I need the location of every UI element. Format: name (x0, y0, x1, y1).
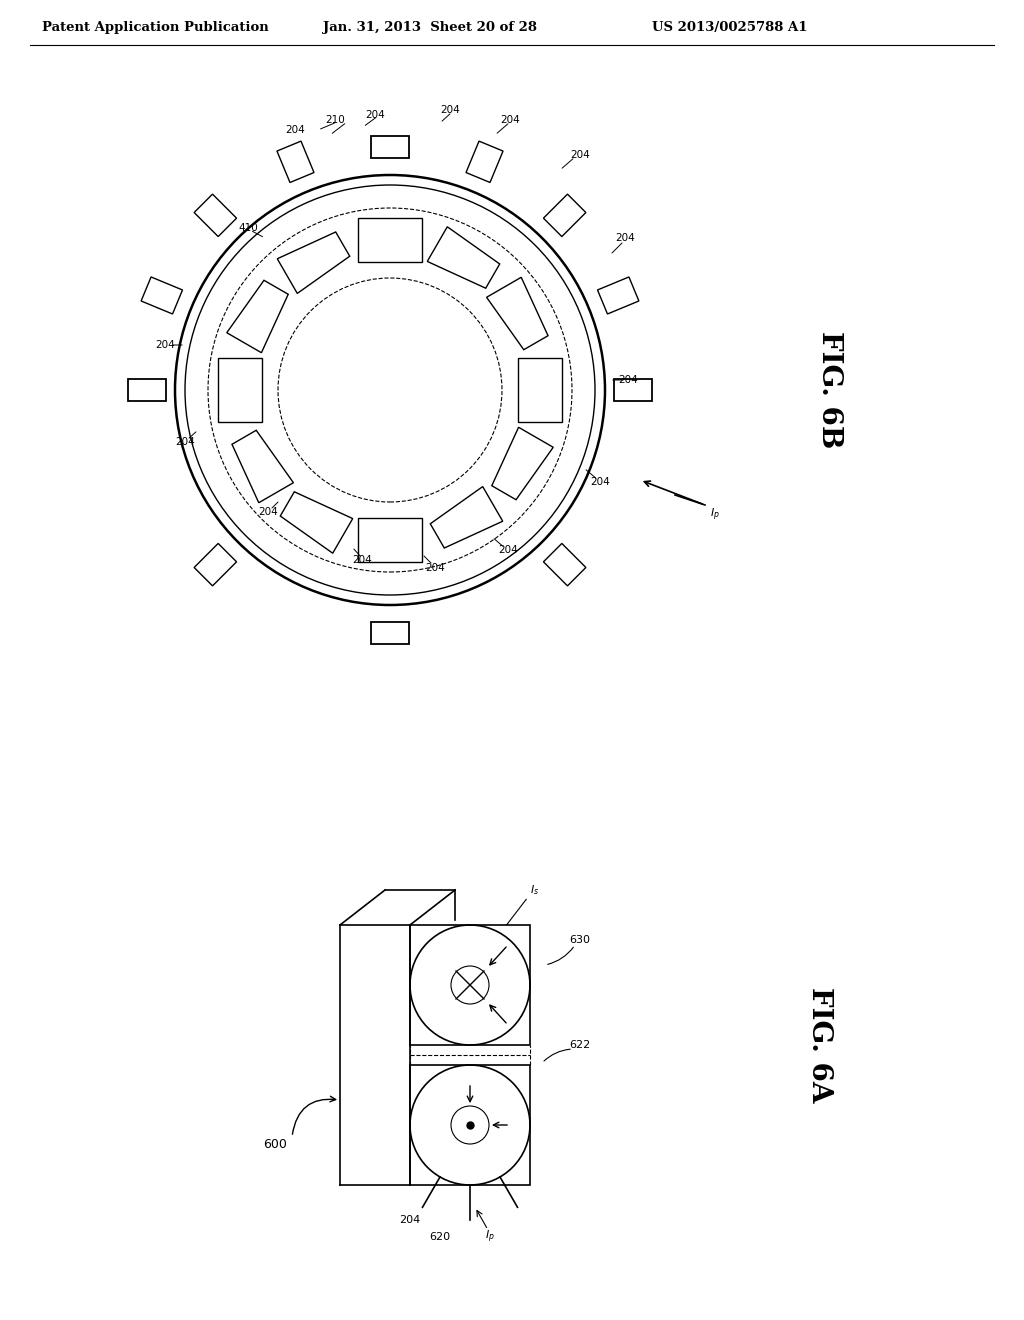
Text: 204: 204 (175, 437, 195, 447)
Bar (410, 1065, 530, 1185)
Text: 204: 204 (366, 110, 385, 120)
Text: 620: 620 (429, 1232, 451, 1242)
Text: 600: 600 (263, 1138, 287, 1151)
Text: Jan. 31, 2013  Sheet 20 of 28: Jan. 31, 2013 Sheet 20 of 28 (323, 21, 537, 34)
Text: Patent Application Publication: Patent Application Publication (42, 21, 268, 34)
Text: $I_p$: $I_p$ (485, 1229, 495, 1245)
Text: FIG. 6B: FIG. 6B (816, 331, 844, 449)
Text: $I_s$: $I_s$ (530, 883, 540, 896)
Text: 204: 204 (615, 234, 635, 243)
Text: FIG. 6A: FIG. 6A (807, 987, 834, 1102)
Text: 204: 204 (440, 106, 460, 115)
Text: 204: 204 (352, 554, 372, 565)
Text: 204: 204 (258, 507, 278, 517)
Text: 204: 204 (285, 125, 305, 135)
Text: $I_p$: $I_p$ (710, 507, 720, 524)
Text: 204: 204 (500, 115, 520, 125)
Text: 204: 204 (155, 341, 175, 350)
Text: 410: 410 (239, 223, 258, 234)
Text: 622: 622 (569, 1040, 591, 1049)
Text: 204: 204 (618, 375, 638, 385)
Text: 204: 204 (570, 150, 590, 160)
Text: US 2013/0025788 A1: US 2013/0025788 A1 (652, 21, 808, 34)
Text: 204: 204 (498, 545, 518, 554)
Text: 630: 630 (569, 935, 591, 945)
Text: 204: 204 (425, 564, 444, 573)
Text: 204: 204 (590, 477, 610, 487)
Text: 204: 204 (399, 1214, 421, 1225)
Bar (410, 925, 530, 1045)
Text: 210: 210 (326, 115, 345, 125)
